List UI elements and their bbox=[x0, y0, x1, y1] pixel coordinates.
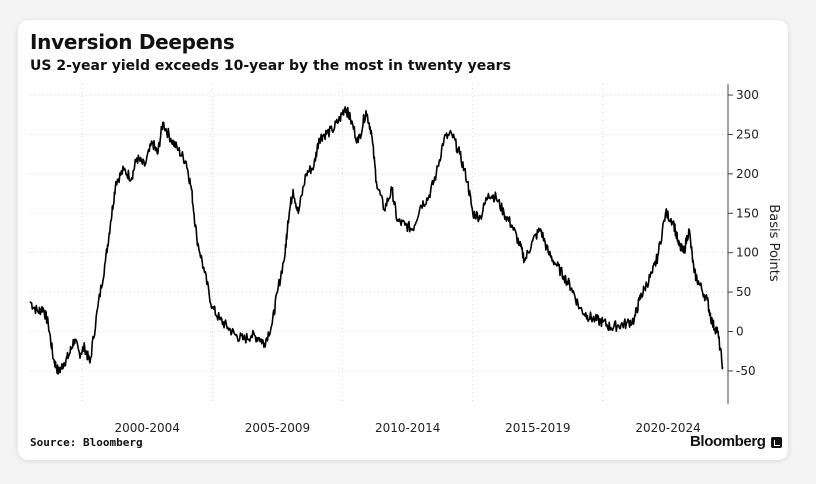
source-note: Source: Bloomberg bbox=[30, 436, 143, 449]
bloomberg-chart-icon bbox=[771, 437, 782, 448]
y-tick-label: 0 bbox=[736, 324, 744, 338]
x-tick-label: 2005-2009 bbox=[245, 421, 310, 435]
y-tick-label: 150 bbox=[736, 206, 759, 220]
grid-lines bbox=[30, 84, 728, 404]
y-tick-label: 250 bbox=[736, 127, 759, 141]
x-tick-label: 2000-2004 bbox=[114, 421, 179, 435]
chart-title: Inversion Deepens bbox=[30, 30, 235, 54]
chart-card bbox=[18, 20, 788, 460]
x-tick-label: 2010-2014 bbox=[375, 421, 440, 435]
series-line-spread bbox=[29, 106, 724, 375]
brand-logo-text: Bloomberg bbox=[690, 433, 766, 450]
x-tick-label: 2020-2024 bbox=[635, 421, 700, 435]
y-tick-label: -50 bbox=[736, 364, 756, 378]
chart-subtitle: US 2-year yield exceeds 10-year by the m… bbox=[30, 58, 511, 74]
y-tick-label: 300 bbox=[736, 88, 759, 102]
y-axis-title: Basis Points bbox=[766, 204, 781, 281]
y-tick-label: 100 bbox=[736, 246, 759, 260]
y-tick-label: 50 bbox=[736, 285, 751, 299]
x-axis-labels: 2000-2004 2005-2009 2010-2014 2015-2019 2020… bbox=[114, 421, 700, 435]
y-tick-label: 200 bbox=[736, 167, 759, 181]
y-axis bbox=[727, 84, 733, 404]
y-axis-labels: 300 250 200 150 100 50 0 -50 bbox=[736, 88, 759, 378]
x-tick-label: 2015-2019 bbox=[505, 421, 570, 435]
